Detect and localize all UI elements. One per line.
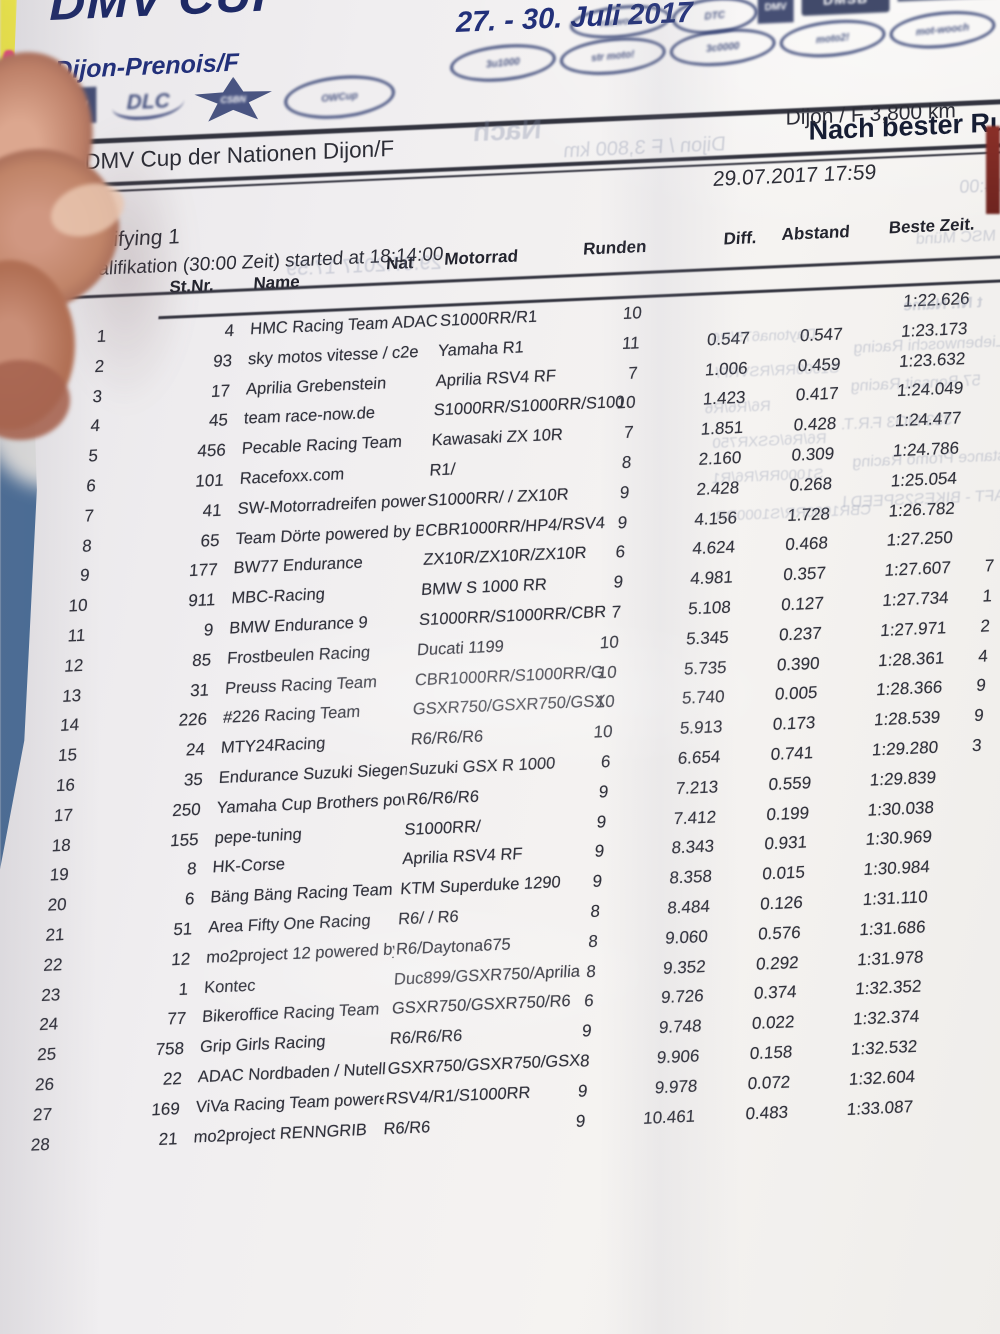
bleedthrough-text: 333 MO3 F.R.T. <box>840 411 953 434</box>
bleedthrough-text: 57 Bonsait Racing <box>850 372 982 396</box>
bleedthrough-text: 29.07.2017 17:59 <box>285 251 443 281</box>
bleedthrough-text: Lau by MSC Münd <box>915 227 997 249</box>
bleedthrough-text: Dijon / F 3,800 km <box>562 133 727 163</box>
bleedthrough-text: R6/R6/GSXR750 <box>711 430 828 453</box>
red-background-sliver <box>986 126 1000 214</box>
bleedthrough-text: S1000RR/R6/R1 <box>711 465 825 488</box>
bleedthrough-text: Daytona675/R6 <box>711 325 817 348</box>
thumb-holding-paper <box>0 30 240 460</box>
bleedthrough-text: S1000RR/RSVRF/ <box>714 359 840 383</box>
bleedthrough-text: CBR1000RR/S1000RR <box>714 501 872 526</box>
bleedthrough-text: t Nr. Name <box>902 294 983 315</box>
bleedthrough-text: 69 Long Distance Promo Racing <box>851 446 1000 472</box>
bleedthrough-text: Nach <box>472 113 543 148</box>
bleedthrough-text: R6/R6/R6 <box>704 397 772 418</box>
bleedthrough-text: 88 Liebenwoschi Racing <box>852 333 1000 357</box>
